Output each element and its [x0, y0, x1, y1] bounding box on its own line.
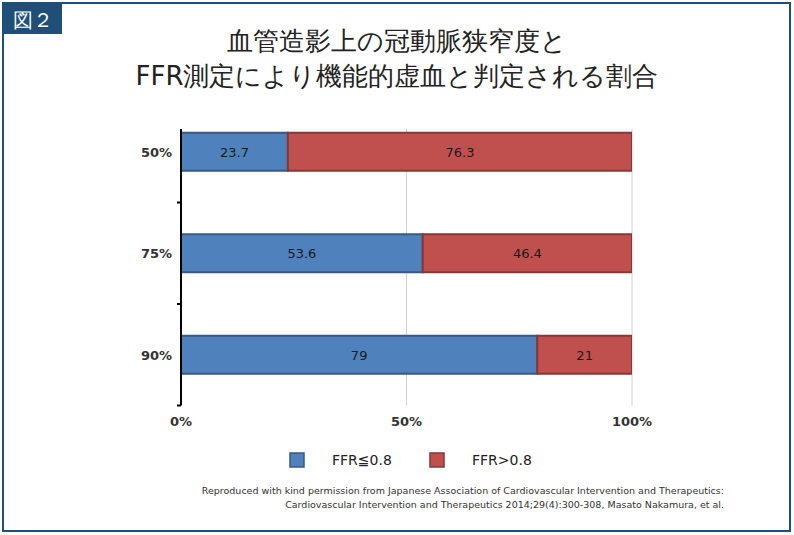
- bar: [423, 234, 632, 272]
- x-tick-label: 0%: [170, 414, 192, 429]
- bar: [181, 234, 423, 272]
- data-label: 79: [351, 348, 368, 363]
- source-note: Reproduced with kind permission from Jap…: [202, 485, 724, 496]
- data-label: 76.3: [445, 145, 474, 160]
- y-tick-label: 90%: [141, 348, 172, 363]
- y-tick: [177, 303, 181, 305]
- source-note: Cardiovascular Intervention and Therapeu…: [285, 499, 724, 510]
- badge-bg: [4, 4, 62, 34]
- x-tick-label: 100%: [612, 414, 652, 429]
- bar: [288, 133, 632, 171]
- data-label: 21: [576, 348, 593, 363]
- bar: [181, 133, 288, 171]
- y-tick: [177, 202, 181, 204]
- chart-container: 図２ 血管造影上の冠動脈狭窄度と FFR測定により機能的虚血と判定される割合 23.7…: [0, 0, 794, 535]
- legend-label: FFR≦0.8: [332, 452, 392, 468]
- badge: 図２: [13, 8, 53, 32]
- title: FFR測定により機能的虚血と判定される割合: [136, 61, 659, 91]
- x-range: [181, 405, 632, 406]
- title: 血管造影上の冠動脈狭窄度と: [227, 26, 567, 56]
- y-tick-label: 75%: [141, 246, 172, 261]
- bar: [537, 336, 632, 374]
- x-tick-label: 50%: [391, 414, 422, 429]
- chart-svg: 図２ 血管造影上の冠動脈狭窄度と FFR測定により機能的虚血と判定される割合 23.7…: [0, 0, 794, 535]
- data-labels: 23.7 76.3 53.6 46.4 79 21: [220, 145, 593, 363]
- legend-swatch: [290, 453, 304, 467]
- legend-label: FFR>0.8: [472, 452, 532, 468]
- data-label: 46.4: [513, 246, 542, 261]
- data-label: 23.7: [220, 145, 249, 160]
- grid-line: [181, 129, 182, 406]
- y-tick: [177, 405, 181, 407]
- bar: [181, 336, 537, 374]
- bars: [181, 133, 632, 374]
- frame: [3, 3, 790, 531]
- y-axis: [180, 129, 182, 406]
- legend-swatch: [430, 453, 444, 467]
- y-tick-label: 50%: [141, 145, 172, 160]
- data-label: 53.6: [287, 246, 316, 261]
